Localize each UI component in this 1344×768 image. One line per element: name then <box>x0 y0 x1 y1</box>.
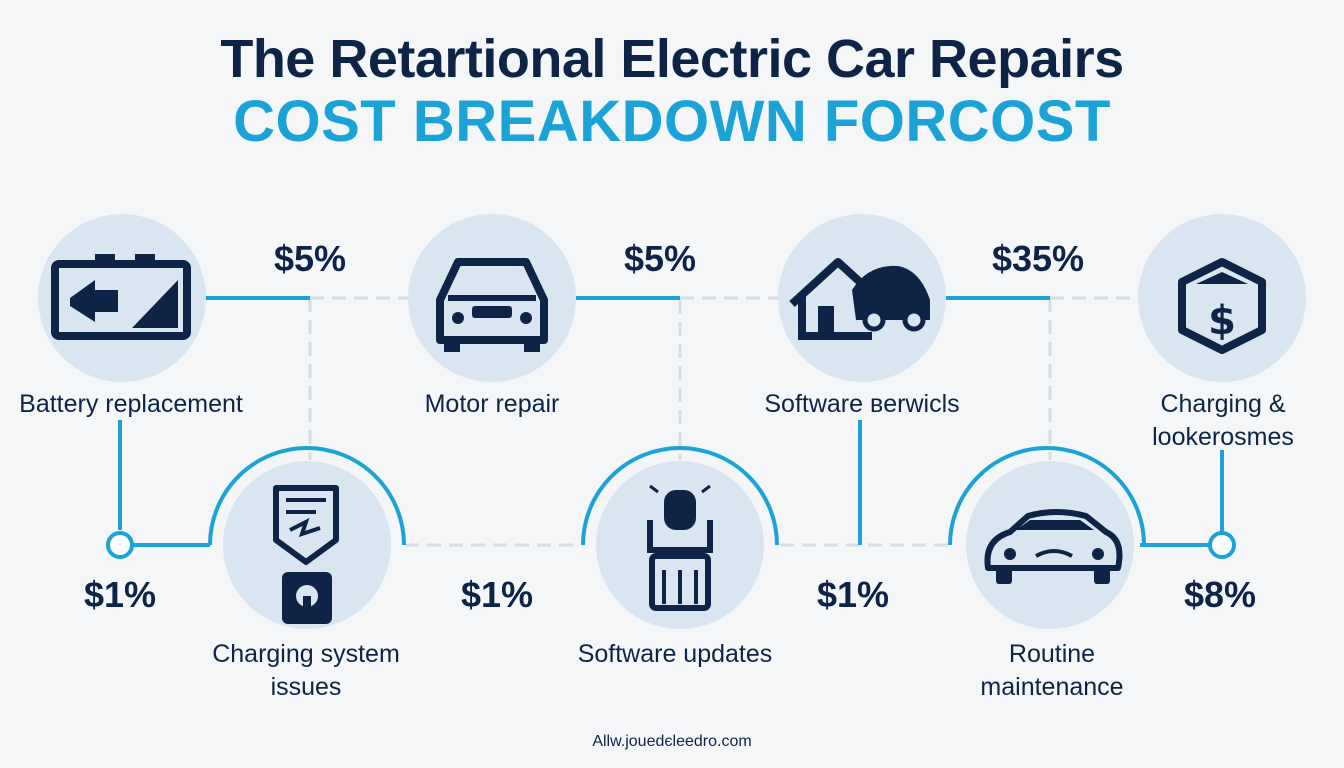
pct-bottom-2: $1% <box>460 574 534 615</box>
car-front-icon <box>408 214 576 382</box>
svg-text:$: $ <box>1208 298 1236 344</box>
footer-url: Allw.jouedєleedro.com <box>592 733 752 750</box>
label-motor-repair: Motor repair <box>424 390 560 418</box>
battery-icon <box>38 214 206 382</box>
title-line-2: COST BREAKDOWN FORCOST <box>233 89 1111 154</box>
pct-bottom-4: $8% <box>1183 574 1257 615</box>
house-car-icon <box>778 214 946 382</box>
solid-connectors <box>118 296 1224 547</box>
label-software-services: Software вerwicls <box>764 390 960 418</box>
pct-top-3: $35% <box>991 238 1085 279</box>
label-software-updates: Software updates <box>577 640 773 668</box>
label-routine-maintenance: Routine maintenance <box>980 640 1124 701</box>
pct-bottom-3: $1% <box>816 574 890 615</box>
dashed-connectors <box>308 296 1140 547</box>
pct-top-2: $5% <box>623 238 697 279</box>
charging-station-icon <box>596 461 764 629</box>
sports-car-icon <box>966 461 1134 629</box>
label-charging-system-issues: Charging system issues <box>212 640 400 701</box>
pct-top-1: $5% <box>273 238 347 279</box>
title-line-1: The Retartional Electric Car Repairs <box>220 29 1124 89</box>
label-battery-replacement: Battery replacement <box>19 390 243 418</box>
label-charging-accessories: Charging & lookerosmes <box>1152 390 1294 451</box>
node-left <box>106 531 134 559</box>
node-right <box>1208 531 1236 559</box>
charger-document-icon <box>223 461 391 629</box>
shield-dollar-icon: $ <box>1138 214 1306 382</box>
pct-bottom-1: $1% <box>83 574 157 615</box>
